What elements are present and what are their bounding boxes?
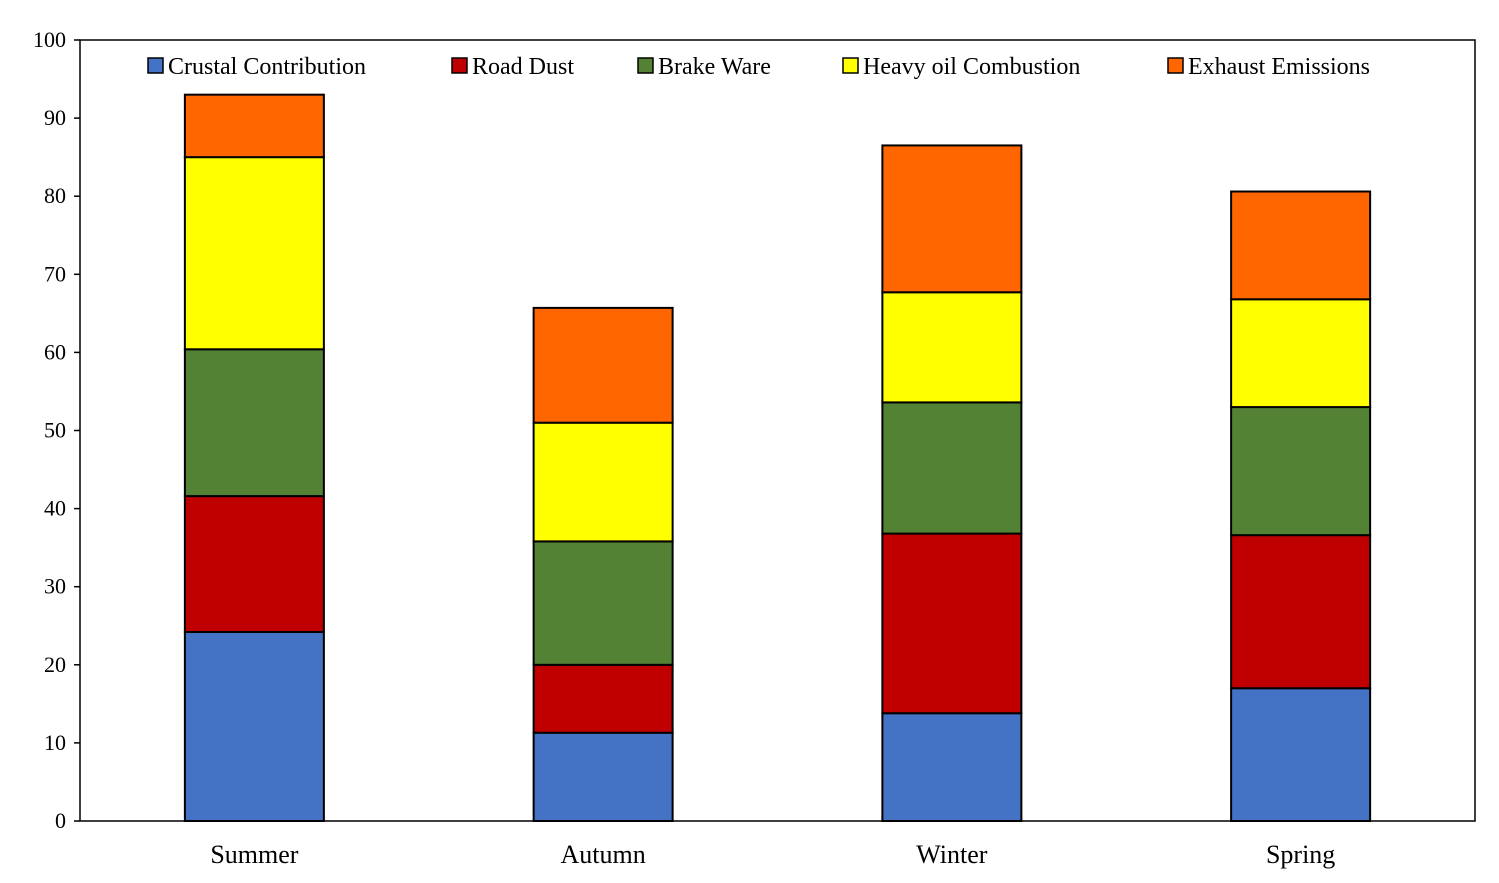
legend-item-brake-ware: Brake Ware xyxy=(637,54,771,80)
bar-segment-winter-road-dust xyxy=(881,532,1023,715)
y-tick-label: 30 xyxy=(44,574,66,599)
y-tick-label: 70 xyxy=(44,261,66,286)
legend-swatch-road-dust xyxy=(451,57,468,74)
bar-segment-autumn-exhaust-emissions xyxy=(532,306,674,424)
legend-item-exhaust-emissions: Exhaust Emissions xyxy=(1167,54,1370,80)
legend-swatch-heavy-oil-combustion xyxy=(842,57,859,74)
bar-segment-spring-heavy-oil-combustion xyxy=(1230,298,1372,409)
y-tick-label: 90 xyxy=(44,105,66,130)
legend-swatch-crustal-contribution xyxy=(147,57,164,74)
y-tick-label: 80 xyxy=(44,183,66,208)
bar-segment-summer-road-dust xyxy=(183,495,325,633)
x-tick-label-spring: Spring xyxy=(1266,840,1335,869)
bar-segment-autumn-brake-ware xyxy=(532,540,674,666)
y-tick-label: 50 xyxy=(44,418,66,443)
bar-segment-spring-road-dust xyxy=(1230,534,1372,690)
legend-item-road-dust: Road Dust xyxy=(451,54,574,80)
legend-label-exhaust-emissions: Exhaust Emissions xyxy=(1188,54,1370,80)
bar-segment-summer-heavy-oil-combustion xyxy=(183,156,325,351)
bar-segment-spring-brake-ware xyxy=(1230,406,1372,537)
y-tick-label: 60 xyxy=(44,339,66,364)
bar-segment-winter-exhaust-emissions xyxy=(881,144,1023,294)
x-tick-label-summer: Summer xyxy=(210,840,298,869)
x-tick-label-winter: Winter xyxy=(916,840,987,869)
axes-layer: 0 10 20 30 40 50 60 70 80 90 100 Summer Autumn Winter… xyxy=(33,27,1476,869)
bar-segment-summer-crustal-contribution xyxy=(183,630,325,822)
legend-item-heavy-oil-combustion: Heavy oil Combustion xyxy=(842,54,1080,80)
legend-swatch-exhaust-emissions xyxy=(1167,57,1184,74)
bar-segment-autumn-crustal-contribution xyxy=(532,731,674,823)
y-tick-label: 100 xyxy=(33,27,66,52)
x-tick-label-autumn: Autumn xyxy=(561,840,646,869)
bar-segment-winter-crustal-contribution xyxy=(881,712,1023,822)
bar-segment-winter-heavy-oil-combustion xyxy=(881,291,1023,404)
y-tick-label: 10 xyxy=(44,730,66,755)
y-tick-label: 40 xyxy=(44,496,66,521)
y-tick-label: 0 xyxy=(55,808,66,833)
legend-label-road-dust: Road Dust xyxy=(472,54,574,80)
legend-label-crustal-contribution: Crustal Contribution xyxy=(168,54,366,80)
bar-segment-autumn-heavy-oil-combustion xyxy=(532,421,674,543)
legend-item-crustal-contribution: Crustal Contribution xyxy=(147,54,366,80)
y-tick-label: 20 xyxy=(44,652,66,677)
legend-label-brake-ware: Brake Ware xyxy=(658,54,771,80)
bar-segment-summer-exhaust-emissions xyxy=(183,93,325,159)
bar-segment-spring-crustal-contribution xyxy=(1230,687,1372,822)
legend-label-heavy-oil-combustion: Heavy oil Combustion xyxy=(863,54,1080,80)
bar-segment-summer-brake-ware xyxy=(183,348,325,498)
bar-segment-spring-exhaust-emissions xyxy=(1230,190,1372,301)
bar-segment-winter-brake-ware xyxy=(881,401,1023,535)
bar-segment-autumn-road-dust xyxy=(532,663,674,734)
bars-layer xyxy=(183,93,1372,823)
legend: Crustal Contribution Road Dust Brake Ware H… xyxy=(147,54,1370,80)
legend-swatch-brake-ware xyxy=(637,57,654,74)
